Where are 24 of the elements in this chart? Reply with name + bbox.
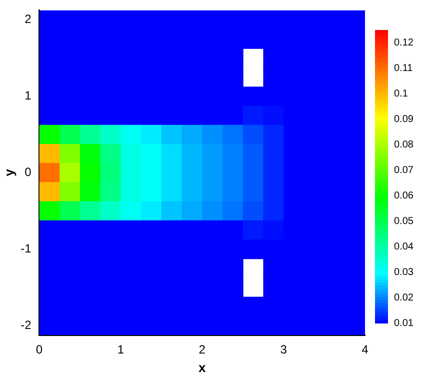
- x-tick-label: 1: [117, 342, 124, 357]
- x-tick-label: 4: [362, 342, 369, 357]
- color-bar-label: 0.05: [394, 216, 414, 227]
- y-tick-label: 2: [24, 12, 32, 26]
- y-axis-title: y: [1, 168, 16, 176]
- color-bar-label: 0.09: [394, 114, 414, 125]
- y-tick-label: 1: [24, 88, 32, 102]
- color-bar-label: 0.11: [394, 62, 414, 74]
- color-bar-label: 0.04: [394, 241, 414, 252]
- x-tick-label: 2: [198, 342, 206, 357]
- color-bar-label: 0.07: [394, 164, 414, 176]
- y-tick-label: 0: [24, 164, 32, 179]
- y-tick-label: -2: [20, 318, 32, 332]
- color-bar-label: 0.08: [394, 139, 414, 150]
- color-bar-label: 0.03: [394, 266, 414, 278]
- y-tick-label: -1: [20, 241, 32, 256]
- x-axis-title: x: [198, 360, 207, 375]
- color-bar-label: 0.06: [394, 190, 414, 202]
- color-bar-label: 0.02: [394, 292, 414, 304]
- color-bar-label: 0.01: [394, 318, 414, 329]
- color-bar-label: 0.1: [394, 88, 408, 100]
- x-tick-label: 3: [280, 342, 288, 357]
- x-tick-label: 0: [36, 342, 43, 357]
- color-bar-label: 0.12: [394, 37, 414, 48]
